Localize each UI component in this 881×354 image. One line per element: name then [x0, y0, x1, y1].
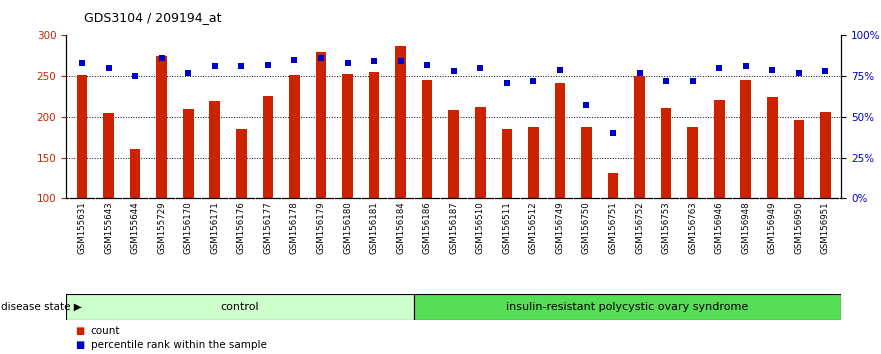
Text: GSM156950: GSM156950: [795, 201, 803, 254]
Text: insulin-resistant polycystic ovary syndrome: insulin-resistant polycystic ovary syndr…: [507, 302, 749, 312]
Point: [75, 60, 89, 66]
Bar: [634, 76, 645, 198]
Bar: [183, 109, 194, 198]
Text: GSM156749: GSM156749: [555, 201, 565, 254]
Text: GSM156184: GSM156184: [396, 201, 405, 254]
Point: [447, 68, 461, 74]
Bar: [528, 127, 538, 198]
Bar: [794, 120, 804, 198]
Bar: [555, 82, 566, 198]
Text: GSM156179: GSM156179: [316, 201, 325, 254]
Bar: [413, 294, 841, 320]
Text: GSM156186: GSM156186: [423, 201, 432, 254]
Point: [818, 68, 833, 74]
Text: percentile rank within the sample: percentile rank within the sample: [91, 340, 267, 350]
Text: GDS3104 / 209194_at: GDS3104 / 209194_at: [84, 11, 221, 24]
Text: GSM156948: GSM156948: [741, 201, 751, 254]
Text: GSM155644: GSM155644: [130, 201, 139, 254]
Point: [580, 103, 594, 108]
Bar: [342, 74, 352, 198]
Text: GSM156180: GSM156180: [343, 201, 352, 254]
Bar: [448, 110, 459, 198]
Text: GSM156751: GSM156751: [609, 201, 618, 254]
Text: GSM156753: GSM156753: [662, 201, 670, 254]
Bar: [263, 96, 273, 198]
Text: GSM156951: GSM156951: [821, 201, 830, 254]
Text: GSM156187: GSM156187: [449, 201, 458, 254]
Text: GSM156750: GSM156750: [582, 201, 591, 254]
Text: disease state ▶: disease state ▶: [1, 302, 82, 312]
Point: [526, 78, 540, 84]
Bar: [236, 129, 247, 198]
Point: [766, 67, 780, 73]
Bar: [315, 52, 326, 198]
Bar: [369, 72, 380, 198]
Point: [712, 65, 726, 71]
Text: GSM156949: GSM156949: [768, 201, 777, 253]
Point: [633, 70, 647, 76]
Text: count: count: [91, 326, 120, 336]
Text: ■: ■: [75, 326, 84, 336]
Point: [792, 70, 806, 76]
Point: [553, 67, 567, 73]
Point: [606, 130, 620, 136]
Bar: [422, 80, 433, 198]
Point: [500, 80, 514, 85]
Bar: [103, 113, 114, 198]
Point: [659, 78, 673, 84]
Text: GSM156177: GSM156177: [263, 201, 272, 254]
Text: GSM155631: GSM155631: [78, 201, 86, 254]
Text: GSM156176: GSM156176: [237, 201, 246, 254]
Bar: [66, 294, 413, 320]
Bar: [608, 173, 618, 198]
Point: [101, 65, 115, 71]
Bar: [767, 97, 778, 198]
Text: GSM155729: GSM155729: [157, 201, 167, 254]
Bar: [687, 127, 698, 198]
Text: control: control: [220, 302, 259, 312]
Point: [473, 65, 487, 71]
Text: GSM156178: GSM156178: [290, 201, 299, 254]
Bar: [714, 100, 724, 198]
Bar: [820, 112, 831, 198]
Bar: [661, 108, 671, 198]
Bar: [156, 56, 167, 198]
Bar: [77, 75, 87, 198]
Bar: [475, 107, 485, 198]
Text: GSM156511: GSM156511: [502, 201, 511, 254]
Point: [340, 60, 354, 66]
Text: GSM156946: GSM156946: [714, 201, 723, 254]
Bar: [210, 101, 220, 198]
Text: GSM156181: GSM156181: [369, 201, 379, 254]
Bar: [581, 127, 592, 198]
Point: [685, 78, 700, 84]
Text: ■: ■: [75, 340, 84, 350]
Point: [154, 55, 168, 61]
Point: [739, 63, 753, 69]
Bar: [289, 75, 300, 198]
Point: [128, 73, 142, 79]
Point: [314, 55, 328, 61]
Text: GSM155643: GSM155643: [104, 201, 113, 254]
Text: GSM156763: GSM156763: [688, 201, 697, 254]
Point: [394, 59, 408, 64]
Text: GSM156752: GSM156752: [635, 201, 644, 254]
Bar: [501, 129, 512, 198]
Point: [208, 63, 222, 69]
Bar: [130, 149, 140, 198]
Bar: [396, 46, 406, 198]
Point: [181, 70, 196, 76]
Point: [367, 59, 381, 64]
Point: [287, 57, 301, 63]
Point: [420, 62, 434, 68]
Text: GSM156171: GSM156171: [211, 201, 219, 254]
Text: GSM156512: GSM156512: [529, 201, 538, 254]
Text: GSM156510: GSM156510: [476, 201, 485, 254]
Point: [261, 62, 275, 68]
Point: [234, 63, 248, 69]
Bar: [740, 80, 751, 198]
Text: GSM156170: GSM156170: [184, 201, 193, 254]
